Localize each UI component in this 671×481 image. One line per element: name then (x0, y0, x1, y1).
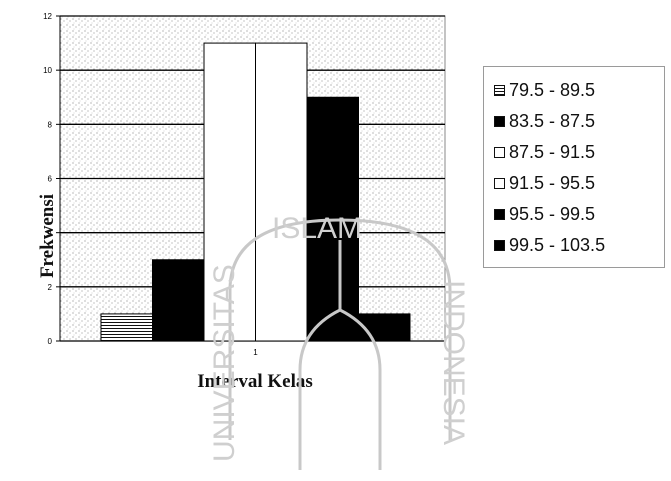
legend-item: 99.5 - 103.5 (484, 230, 664, 261)
legend-swatch (494, 178, 505, 189)
y-tick-label: 8 (48, 120, 53, 129)
legend-item: 95.5 - 99.5 (484, 199, 664, 230)
y-axis-title: Frekwensi (37, 193, 59, 279)
legend-swatch (494, 85, 505, 96)
bar (100, 313, 153, 342)
bar (358, 313, 411, 342)
legend-label: 91.5 - 95.5 (509, 173, 596, 193)
x-tick-label: 1 (253, 348, 258, 357)
legend: 79.5 - 89.5 83.5 - 87.5 87.5 - 91.5 91.5… (483, 66, 665, 268)
legend-item: 79.5 - 89.5 (484, 75, 664, 106)
legend-swatch (494, 240, 505, 251)
legend-label: 87.5 - 91.5 (509, 142, 596, 162)
bar (152, 259, 205, 342)
x-axis-title: Interval Kelas (197, 371, 313, 392)
bar (255, 42, 308, 342)
legend-label: 79.5 - 89.5 (509, 80, 596, 100)
y-tick-label: 2 (48, 283, 53, 292)
legend-item: 91.5 - 95.5 (484, 168, 664, 199)
bar (306, 96, 359, 342)
y-tick-label: 4 (48, 229, 53, 238)
y-tick-label: 10 (43, 66, 52, 75)
y-tick-label: 0 (48, 337, 53, 346)
y-tick-label: 6 (48, 175, 53, 184)
legend-label: 83.5 - 87.5 (509, 111, 596, 131)
legend-label: 99.5 - 103.5 (509, 235, 606, 255)
legend-swatch (494, 116, 505, 127)
legend-swatch (494, 209, 505, 220)
bar (203, 42, 256, 342)
legend-item: 83.5 - 87.5 (484, 106, 664, 137)
legend-swatch (494, 147, 505, 158)
y-tick-label: 12 (43, 12, 52, 21)
legend-label: 95.5 - 99.5 (509, 204, 596, 224)
legend-item: 87.5 - 91.5 (484, 137, 664, 168)
